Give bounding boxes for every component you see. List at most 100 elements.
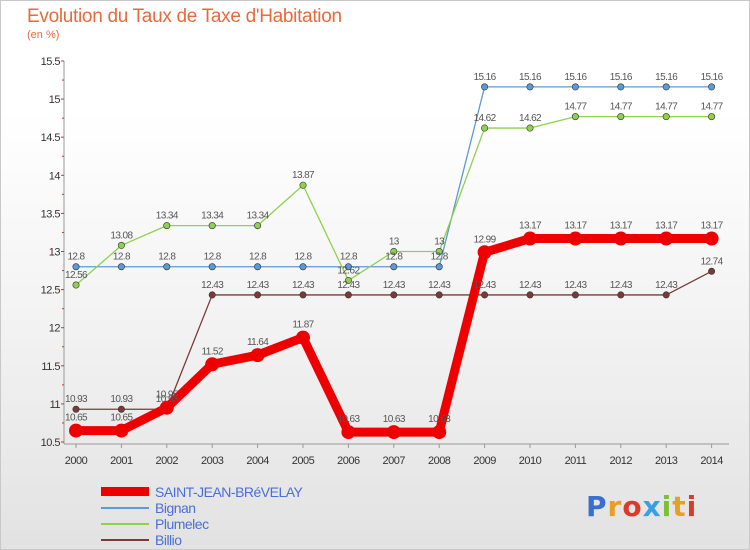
series-point [117,241,125,249]
legend-swatch [101,487,149,496]
series-point [662,83,670,91]
series-point [72,281,80,289]
y-tick-label: 15.5 [41,56,61,68]
data-label: 12.43 [383,280,406,291]
x-tick-label: 2003 [201,455,224,467]
data-label: 12.43 [292,280,315,291]
series-point [390,291,398,299]
data-label: 12.8 [158,252,176,263]
data-label: 13.87 [292,170,315,181]
data-label: 10.95 [156,390,179,401]
series-point [435,263,443,271]
chart-subtitle: (en %) [27,29,60,41]
series-point [117,263,125,271]
x-tick-label: 2014 [700,455,723,467]
data-label: 12.99 [474,234,497,245]
data-label: 12.8 [431,252,449,263]
series-point [72,263,80,271]
data-label: 14.77 [610,102,633,113]
data-label: 12.43 [428,280,451,291]
data-label: 10.63 [337,414,360,425]
series-point [571,291,579,299]
series-point [344,276,352,284]
legend-swatch [101,539,149,541]
x-tick-label: 2009 [473,455,496,467]
y-tick-label: 10.5 [41,437,61,449]
series-point [114,423,129,438]
series-point [254,263,262,271]
data-label: 13.34 [201,211,224,222]
y-tick-label: 11.5 [41,361,60,373]
data-label: 13 [389,237,400,248]
series-point [386,425,401,440]
data-label: 12.43 [655,280,678,291]
x-tick-label: 2012 [610,455,633,467]
x-tick-label: 2007 [383,455,406,467]
x-tick-label: 2011 [565,455,587,467]
series-point [481,83,489,91]
y-tick-label: 14.5 [41,132,61,144]
series-point [299,181,307,189]
data-label: 13 [434,237,445,248]
x-tick-label: 2001 [110,455,133,467]
series-2 [72,113,716,289]
series-point [571,113,579,121]
data-label: 13.17 [701,221,724,232]
data-label: 12.43 [337,280,360,291]
data-label: 10.93 [156,394,179,405]
data-label: 14.77 [655,102,678,113]
data-label: 12.8 [67,252,85,263]
series-point [390,263,398,271]
data-label: 12.62 [337,265,360,276]
series-point [708,83,716,91]
legend-swatch [101,507,149,509]
series-point [662,291,670,299]
series-3 [72,267,716,413]
data-label: 12.8 [385,252,403,263]
data-labels: 10.65 10.65 10.95 11.52 11.64 11.87 10.63 10.63… [65,72,724,425]
legend-label: Billio [155,532,182,548]
data-label: 13.17 [655,221,678,232]
data-label: 14.62 [519,113,542,124]
data-label: 10.93 [110,394,133,405]
data-label: 12.43 [564,280,587,291]
series-point [526,124,534,132]
series-point [617,83,625,91]
legend-label: Plumelec [155,516,209,532]
data-label: 15.16 [655,72,678,83]
series-point [526,83,534,91]
series-point [208,291,216,299]
data-label: 15.16 [519,72,542,83]
x-tick-label: 2002 [156,455,179,467]
series-point [477,245,492,260]
series-point [72,405,80,413]
data-label: 11.87 [292,320,314,331]
data-label: 15.16 [474,72,497,83]
series-point [523,231,537,246]
series-point [708,267,716,275]
data-label: 11.52 [202,346,224,357]
data-label: 10.65 [110,413,133,424]
series-0 [69,231,719,440]
y-tick-label: 11 [50,399,61,411]
data-label: 10.63 [383,414,406,425]
data-label: 12.8 [249,252,267,263]
data-label: 12.8 [204,252,222,263]
series-point [296,330,310,345]
logo-letter: i [661,490,673,523]
series-point [163,263,171,271]
data-label: 15.16 [610,72,633,83]
series-lines [69,83,719,440]
data-label: 12.8 [113,252,131,263]
series-point [344,263,352,271]
y-tick-label: 15 [49,94,61,106]
x-tick-label: 2010 [519,455,542,467]
data-label: 12.56 [65,270,88,281]
y-tick-label: 13 [49,247,61,259]
data-label: 13.17 [610,221,633,232]
y-tick-label: 12 [49,323,61,335]
series-point [254,222,262,230]
logo-letter: o [622,490,643,523]
